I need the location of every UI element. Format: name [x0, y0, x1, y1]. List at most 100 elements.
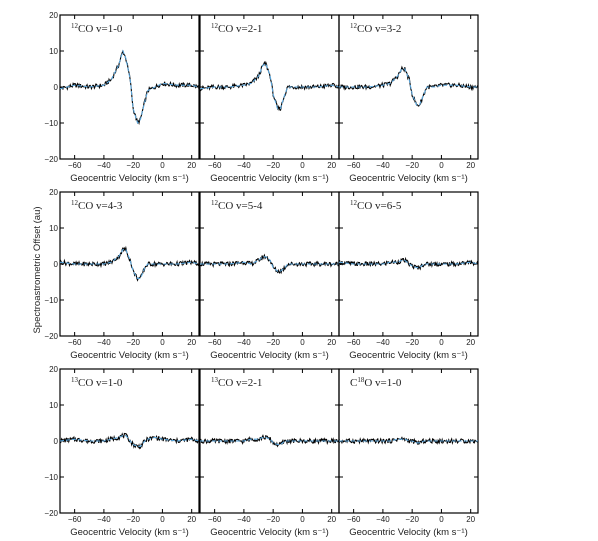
y-tick-label: 0 [54, 437, 59, 446]
x-tick-label: −20 [405, 515, 419, 524]
x-tick-label: 0 [439, 161, 444, 170]
x-tick-label: −20 [405, 338, 419, 347]
x-tick-label: 0 [439, 338, 444, 347]
x-tick-label: 20 [466, 338, 475, 347]
y-tick-label: 20 [49, 188, 58, 197]
y-tick-label: −20 [44, 332, 58, 341]
y-tick-label: 0 [54, 83, 59, 92]
x-tick-label: 20 [187, 161, 196, 170]
panel-grid: −60 −40 −20 0 20 −20 −10 0 10 20 Geocentric Veloci… [44, 11, 479, 538]
x-tick-label: −40 [97, 161, 111, 170]
x-axis-label: Geocentric Velocity (km s⁻¹) [70, 350, 189, 361]
panel-6: −60 −40 −20 0 20 Geocentric Velocity (km s⁻¹)… [338, 191, 479, 361]
model-offset-line [200, 256, 339, 272]
panel-title: 12CO v=4-3 [71, 199, 123, 212]
x-tick-label: 20 [327, 161, 336, 170]
x-tick-label: −20 [266, 515, 280, 524]
panel-4: −60 −40 −20 0 20 −20 −10 0 10 20 Geocentric Veloci… [44, 188, 200, 361]
x-axis-label: Geocentric Velocity (km s⁻¹) [210, 350, 329, 361]
model-offset-line [59, 249, 200, 279]
x-tick-label: 0 [300, 161, 305, 170]
y-tick-label: −10 [44, 473, 58, 482]
x-tick-label: −40 [237, 338, 251, 347]
x-tick-label: −20 [266, 161, 280, 170]
x-axis-label: Geocentric Velocity (km s⁻¹) [349, 173, 468, 184]
x-tick-label: 0 [160, 338, 165, 347]
observed-offset-line [59, 50, 200, 126]
y-tick-label: −10 [44, 119, 58, 128]
x-tick-label: 0 [160, 161, 165, 170]
panel-3: −60 −40 −20 0 20 Geocentric Velocity (km s⁻¹)… [338, 14, 479, 184]
y-tick-label: 20 [49, 365, 58, 374]
x-tick-label: 20 [466, 161, 475, 170]
panel-1: −60 −40 −20 0 20 −20 −10 0 10 20 Geocentric Veloci… [44, 11, 200, 184]
x-tick-label: −60 [68, 161, 82, 170]
y-axis-label: Spectroastrometric Offset (au) [32, 206, 43, 333]
observed-offset-line [59, 245, 200, 282]
x-tick-label: −20 [126, 338, 140, 347]
x-tick-label: −20 [405, 161, 419, 170]
panel-8: −60 −40 −20 0 20 Geocentric Velocity (km s⁻¹)… [199, 368, 340, 538]
observed-offset-line [338, 256, 479, 271]
x-tick-label: −40 [376, 161, 390, 170]
x-axis-label: Geocentric Velocity (km s⁻¹) [70, 173, 189, 184]
y-tick-label: −10 [44, 296, 58, 305]
x-tick-label: −60 [68, 338, 82, 347]
model-offset-line [199, 62, 340, 110]
x-tick-label: −20 [126, 161, 140, 170]
x-tick-label: −60 [347, 515, 361, 524]
x-tick-label: 0 [300, 338, 305, 347]
model-offset-line [200, 436, 339, 446]
x-tick-label: −40 [237, 161, 251, 170]
x-tick-label: −60 [347, 338, 361, 347]
x-tick-label: −40 [97, 515, 111, 524]
x-tick-label: 0 [300, 515, 305, 524]
x-tick-label: 20 [327, 515, 336, 524]
panel-5: −60 −40 −20 0 20 Geocentric Velocity (km s⁻¹)… [199, 191, 340, 361]
panel-title: 12CO v=3-2 [350, 22, 401, 35]
y-tick-label: 10 [49, 224, 58, 233]
y-tick-label: 20 [49, 11, 58, 20]
x-tick-label: −40 [237, 515, 251, 524]
x-axis-label: Geocentric Velocity (km s⁻¹) [70, 527, 189, 538]
y-tick-label: 10 [49, 401, 58, 410]
x-tick-label: 20 [187, 338, 196, 347]
panel-2: −60 −40 −20 0 20 Geocentric Velocity (km s⁻¹)… [199, 14, 340, 184]
x-axis-label: Geocentric Velocity (km s⁻¹) [210, 173, 329, 184]
panel-9: −60 −40 −20 0 20 Geocentric Velocity (km s⁻¹)… [338, 368, 479, 538]
x-tick-label: −60 [68, 515, 82, 524]
observed-offset-line [59, 432, 200, 450]
observed-offset-line [338, 65, 479, 107]
panel-title: 13CO v=1-0 [71, 376, 123, 389]
x-tick-label: −60 [347, 161, 361, 170]
x-tick-label: 0 [160, 515, 165, 524]
model-offset-line [339, 438, 478, 444]
y-tick-label: 10 [49, 47, 58, 56]
x-axis-label: Geocentric Velocity (km s⁻¹) [210, 527, 329, 538]
model-offset-line [59, 435, 200, 447]
x-axis-label: Geocentric Velocity (km s⁻¹) [349, 350, 468, 361]
model-offset-line [59, 49, 200, 125]
x-tick-label: −40 [97, 338, 111, 347]
panel-title: C18O v=1-0 [350, 376, 402, 389]
x-axis-label: Geocentric Velocity (km s⁻¹) [349, 527, 468, 538]
x-tick-label: −60 [208, 338, 222, 347]
x-tick-label: 20 [187, 515, 196, 524]
x-tick-label: −40 [376, 338, 390, 347]
panel-title: 12CO v=6-5 [350, 199, 402, 212]
panel-title: 12CO v=2-1 [211, 22, 262, 35]
x-tick-label: −20 [126, 515, 140, 524]
panel-title: 13CO v=2-1 [211, 376, 262, 389]
observed-offset-line [199, 434, 340, 448]
y-tick-label: −20 [44, 155, 58, 164]
x-tick-label: −60 [208, 515, 222, 524]
panel-7: −60 −40 −20 0 20 −20 −10 0 10 20 Geocentric Veloci… [44, 365, 200, 538]
x-tick-label: 20 [327, 338, 336, 347]
x-tick-label: −20 [266, 338, 280, 347]
x-tick-label: −60 [208, 161, 222, 170]
panel-title: 12CO v=5-4 [211, 199, 263, 212]
x-tick-label: 20 [466, 515, 475, 524]
y-tick-label: 0 [54, 260, 59, 269]
y-tick-label: −20 [44, 509, 58, 518]
